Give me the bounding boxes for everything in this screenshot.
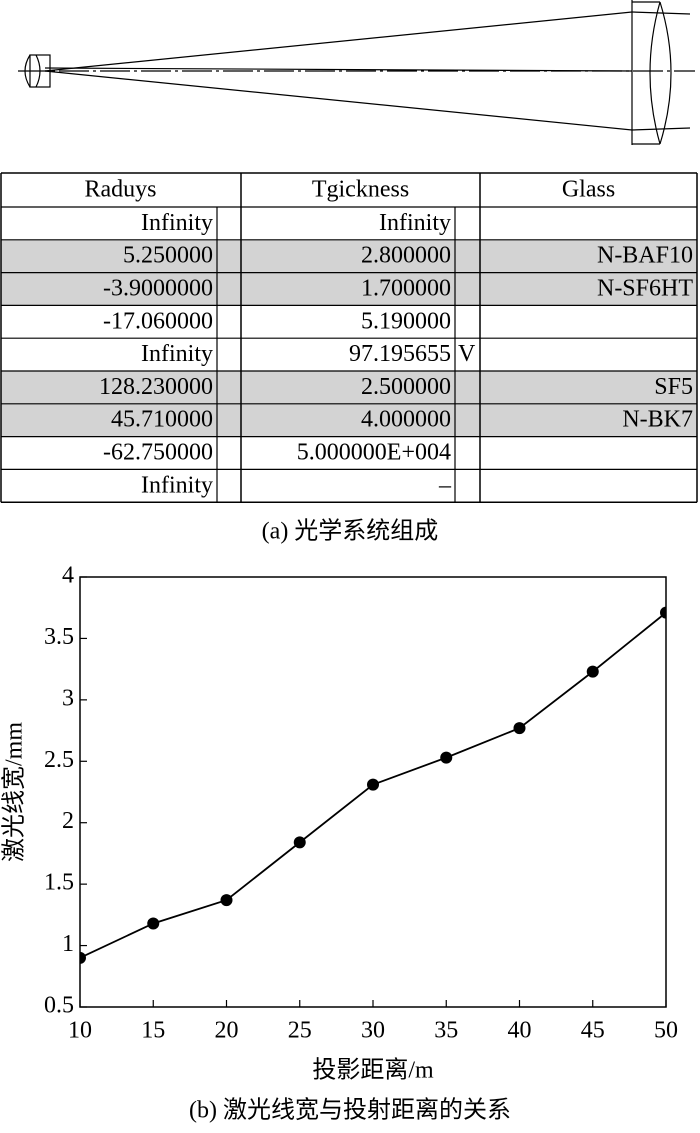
x-tick-label: 40 — [508, 1018, 532, 1044]
data-point — [80, 951, 86, 964]
x-axis-label: 投影距离/m — [312, 1057, 434, 1084]
x-tick-label: 15 — [141, 1018, 165, 1044]
column-header: Raduys — [85, 177, 157, 203]
table-cell: 1.700000 — [361, 276, 451, 302]
table-cell: V — [458, 341, 476, 367]
column-header: Glass — [562, 177, 615, 203]
x-tick-label: 20 — [215, 1018, 239, 1044]
table-cell: N-BK7 — [622, 407, 693, 433]
data-point — [293, 836, 306, 849]
ray-bottom — [44, 70, 633, 131]
table-cell: – — [438, 472, 452, 498]
table-cell: 5.190000 — [361, 308, 451, 334]
ray-mid — [44, 67, 633, 72]
table-cell: Infinity — [141, 341, 213, 367]
table-cell: N-SF6HT — [597, 276, 693, 302]
caption-b: (b) 激光线宽与投射距离的关系 — [189, 1097, 511, 1124]
table-cell: -62.750000 — [103, 440, 213, 466]
chart: 0.5 1 1.5 2 2.5 3 3.5 4 10 15 20 25 30 35 40 45 50 投影距离/m… — [1, 563, 679, 1084]
data-point — [367, 778, 379, 791]
y-tick-label: 3.5 — [44, 624, 74, 650]
table-cell: 45.710000 — [111, 407, 213, 433]
table-cell: 2.500000 — [361, 374, 451, 400]
data-point — [513, 722, 526, 735]
plot-frame — [79, 576, 667, 1008]
ray-out-bottom — [631, 127, 691, 131]
data-point — [586, 665, 599, 678]
shaded-row — [1, 371, 697, 404]
table: Raduys Tgickness Glass Infinity Infinity 5.25… — [0, 172, 698, 503]
data-point — [147, 917, 160, 930]
shaded-row — [1, 403, 697, 437]
x-tick-label: 45 — [581, 1018, 605, 1044]
table-cell: -17.060000 — [103, 308, 213, 334]
column-header: Tgickness — [312, 177, 409, 203]
data-point — [660, 606, 666, 619]
optical-diagram — [18, 0, 695, 145]
laser-lens-curve — [24, 54, 31, 88]
y-tick-label: 4 — [62, 563, 74, 589]
table-cell: -3.9000000 — [103, 276, 213, 302]
table-cell: 4.000000 — [361, 407, 451, 433]
table-cell: 97.195655 — [349, 341, 451, 367]
data-point — [220, 894, 233, 907]
ray-out-top — [631, 11, 691, 15]
shaded-row — [1, 239, 697, 273]
data-point — [440, 751, 453, 764]
y-tick-label: 1.5 — [44, 870, 74, 896]
x-tick-label: 50 — [654, 1018, 678, 1044]
y-axis-label: 激光线宽/mm — [1, 722, 28, 862]
table-cell: 5.250000 — [123, 243, 213, 269]
shaded-row — [1, 272, 697, 306]
x-tick-label: 25 — [288, 1018, 312, 1044]
y-tick-label: 0.5 — [44, 993, 74, 1019]
table-cell: 128.230000 — [99, 374, 213, 400]
y-tick-label: 3 — [62, 685, 74, 711]
table-cell: SF5 — [654, 374, 693, 400]
x-tick-label: 10 — [68, 1018, 92, 1044]
table-cell: Infinity — [141, 472, 213, 498]
caption-a: (a) 光学系统组成 — [262, 518, 439, 545]
x-tick-label: 30 — [361, 1018, 385, 1044]
table-cell: N-BAF10 — [597, 243, 693, 269]
table-cell: 2.800000 — [361, 243, 451, 269]
y-tick-label: 2 — [62, 808, 74, 834]
x-tick-label: 35 — [434, 1018, 458, 1044]
ray-top — [44, 11, 633, 72]
y-tick-label: 2.5 — [44, 747, 74, 773]
y-tick-label: 1 — [62, 931, 74, 957]
laser-lens-inner — [35, 54, 41, 88]
table-cell: 5.000000E+004 — [297, 440, 451, 466]
lens-surface-2 — [659, 1, 672, 145]
table-cell: Infinity — [141, 210, 213, 236]
lens-surface-1 — [649, 1, 661, 145]
table-cell: Infinity — [379, 210, 451, 236]
